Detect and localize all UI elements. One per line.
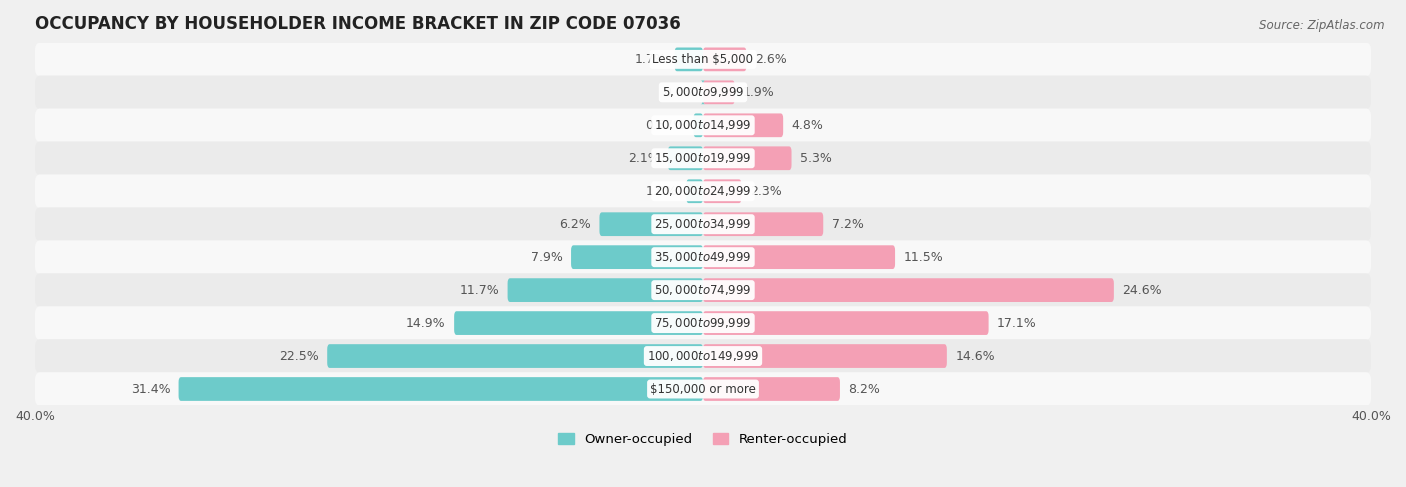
Text: 0.57%: 0.57% [645,119,685,132]
FancyBboxPatch shape [703,147,792,170]
Text: 1.0%: 1.0% [647,185,678,198]
FancyBboxPatch shape [703,278,1114,302]
FancyBboxPatch shape [703,48,747,71]
Text: 4.8%: 4.8% [792,119,824,132]
Text: $100,000 to $149,999: $100,000 to $149,999 [647,349,759,363]
FancyBboxPatch shape [328,344,703,368]
FancyBboxPatch shape [35,306,1371,340]
FancyBboxPatch shape [703,212,824,236]
FancyBboxPatch shape [35,141,1371,175]
FancyBboxPatch shape [35,174,1371,208]
FancyBboxPatch shape [35,372,1371,406]
FancyBboxPatch shape [571,245,703,269]
FancyBboxPatch shape [35,273,1371,307]
Text: 17.1%: 17.1% [997,317,1036,330]
Text: 7.9%: 7.9% [531,251,562,263]
FancyBboxPatch shape [703,377,839,401]
FancyBboxPatch shape [693,113,703,137]
Text: 22.5%: 22.5% [280,350,319,362]
Text: 11.5%: 11.5% [904,251,943,263]
Text: 2.3%: 2.3% [749,185,782,198]
FancyBboxPatch shape [703,80,735,104]
Text: 14.6%: 14.6% [955,350,995,362]
Text: 1.7%: 1.7% [634,53,666,66]
FancyBboxPatch shape [703,344,946,368]
Text: 6.2%: 6.2% [560,218,591,231]
FancyBboxPatch shape [35,75,1371,109]
Text: 2.1%: 2.1% [628,152,659,165]
Text: 11.7%: 11.7% [460,283,499,297]
Text: 8.2%: 8.2% [848,382,880,395]
FancyBboxPatch shape [508,278,703,302]
FancyBboxPatch shape [703,113,783,137]
Text: $5,000 to $9,999: $5,000 to $9,999 [662,85,744,99]
FancyBboxPatch shape [703,311,988,335]
Text: 14.9%: 14.9% [406,317,446,330]
FancyBboxPatch shape [35,339,1371,373]
FancyBboxPatch shape [179,377,703,401]
FancyBboxPatch shape [35,109,1371,142]
Text: Less than $5,000: Less than $5,000 [652,53,754,66]
FancyBboxPatch shape [668,147,703,170]
FancyBboxPatch shape [599,212,703,236]
Text: $50,000 to $74,999: $50,000 to $74,999 [654,283,752,297]
Text: 7.2%: 7.2% [831,218,863,231]
FancyBboxPatch shape [35,42,1371,76]
FancyBboxPatch shape [703,245,896,269]
FancyBboxPatch shape [454,311,703,335]
Text: OCCUPANCY BY HOUSEHOLDER INCOME BRACKET IN ZIP CODE 07036: OCCUPANCY BY HOUSEHOLDER INCOME BRACKET … [35,15,681,33]
Text: $10,000 to $14,999: $10,000 to $14,999 [654,118,752,132]
FancyBboxPatch shape [675,48,703,71]
Text: Source: ZipAtlas.com: Source: ZipAtlas.com [1260,19,1385,33]
FancyBboxPatch shape [35,207,1371,241]
Text: 2.6%: 2.6% [755,53,786,66]
FancyBboxPatch shape [703,179,741,203]
Text: 24.6%: 24.6% [1122,283,1161,297]
Text: $150,000 or more: $150,000 or more [650,382,756,395]
Text: 31.4%: 31.4% [131,382,170,395]
Text: 5.3%: 5.3% [800,152,832,165]
Text: $15,000 to $19,999: $15,000 to $19,999 [654,151,752,165]
Text: $35,000 to $49,999: $35,000 to $49,999 [654,250,752,264]
Text: 1.9%: 1.9% [744,86,775,99]
FancyBboxPatch shape [35,241,1371,274]
Text: $75,000 to $99,999: $75,000 to $99,999 [654,316,752,330]
FancyBboxPatch shape [686,179,703,203]
Text: $25,000 to $34,999: $25,000 to $34,999 [654,217,752,231]
Legend: Owner-occupied, Renter-occupied: Owner-occupied, Renter-occupied [558,432,848,446]
Text: 0.0%: 0.0% [662,86,695,99]
Text: $20,000 to $24,999: $20,000 to $24,999 [654,184,752,198]
FancyBboxPatch shape [700,80,706,104]
